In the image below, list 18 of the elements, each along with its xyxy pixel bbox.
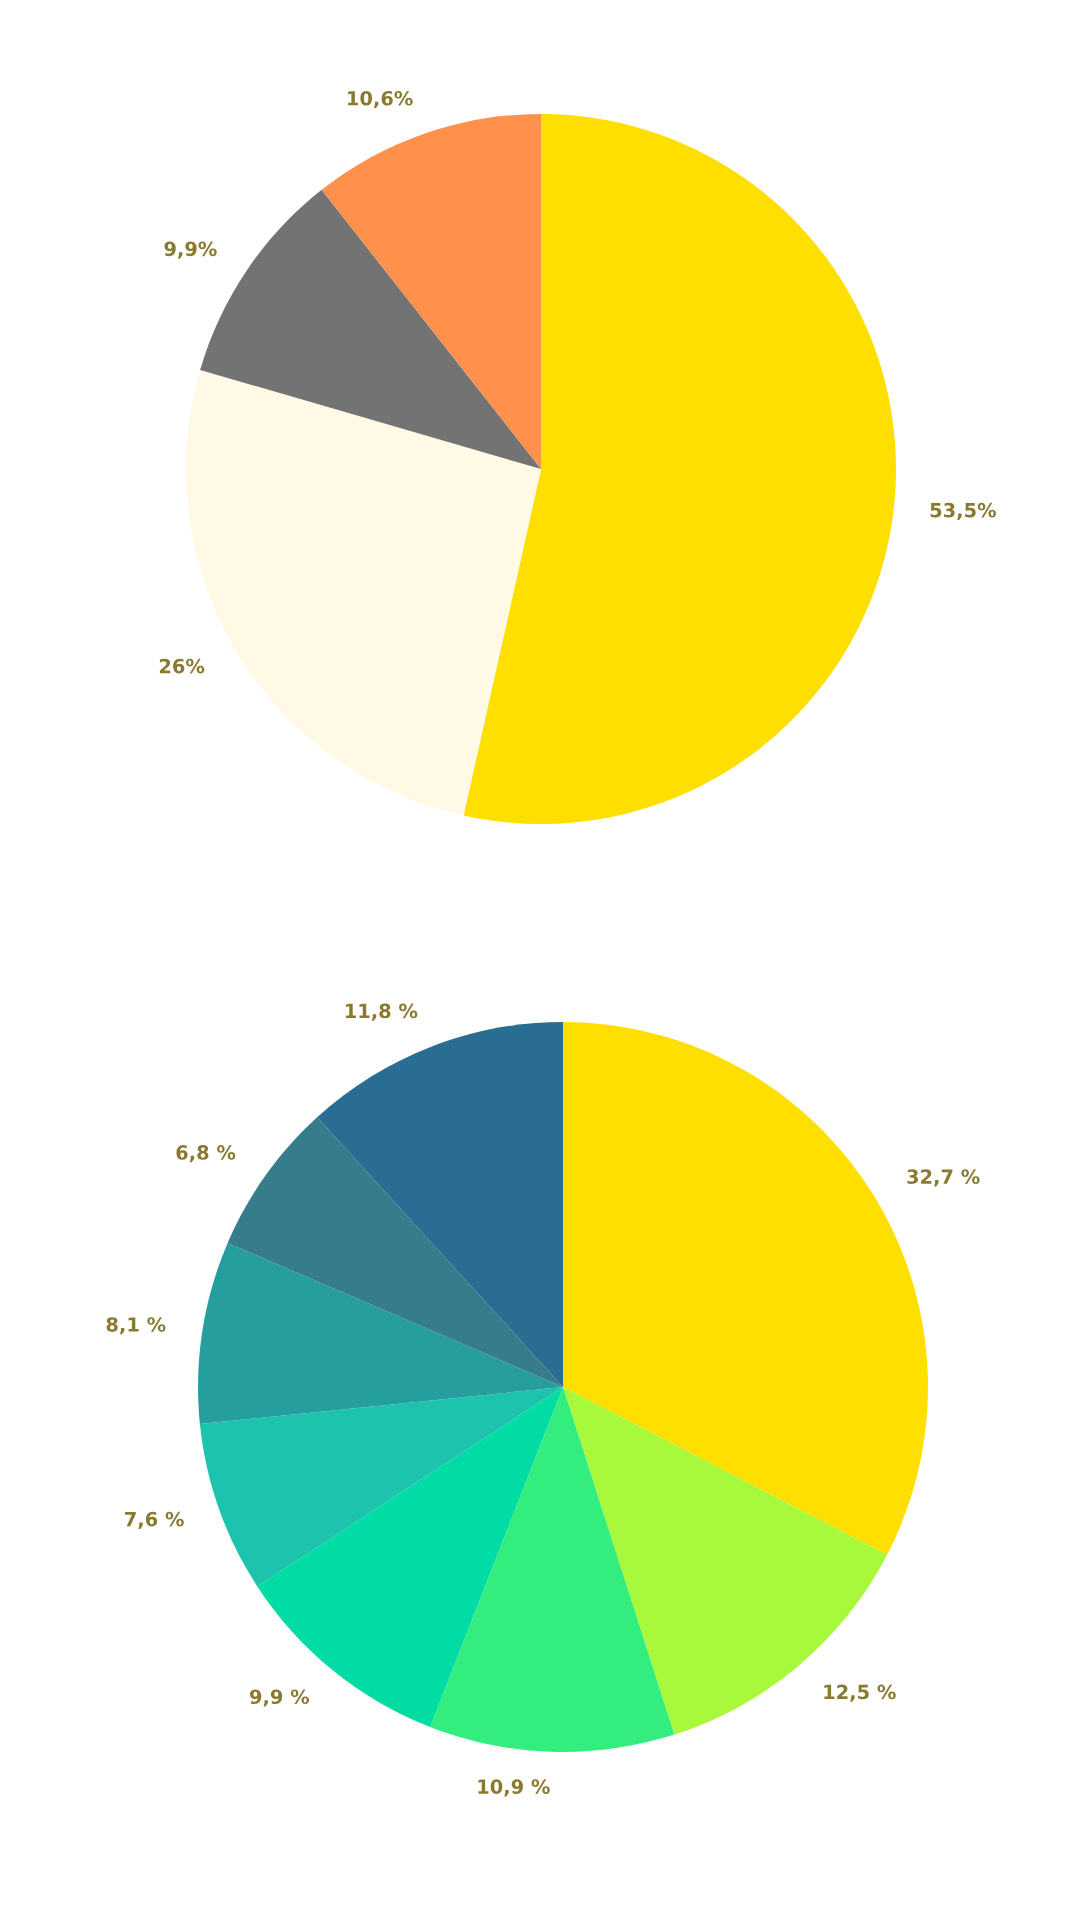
data-label: 7,6 % [125, 1511, 184, 1529]
pie-slice [463, 114, 896, 824]
data-label: 6,8 % [176, 1145, 236, 1163]
data-label: 26% [159, 658, 205, 674]
data-label: 10,9 % [478, 1779, 550, 1797]
data-label: 53,5% [930, 502, 996, 520]
data-label: 8,1 % [106, 1317, 166, 1335]
pie-slice [321, 114, 541, 469]
data-label: 9,9 % [249, 1689, 310, 1707]
pie-slice [199, 1387, 563, 1587]
data-label: 10,6% [348, 90, 413, 109]
data-label: 32,7 % [907, 1169, 980, 1187]
pie-slice [198, 1242, 563, 1425]
data-label: 12,5 % [824, 1684, 896, 1702]
data-label: 9,9% [164, 241, 217, 259]
pie-slice [430, 1387, 675, 1752]
data-label: 11,8 % [345, 1003, 418, 1021]
pie-slice [317, 1022, 563, 1387]
